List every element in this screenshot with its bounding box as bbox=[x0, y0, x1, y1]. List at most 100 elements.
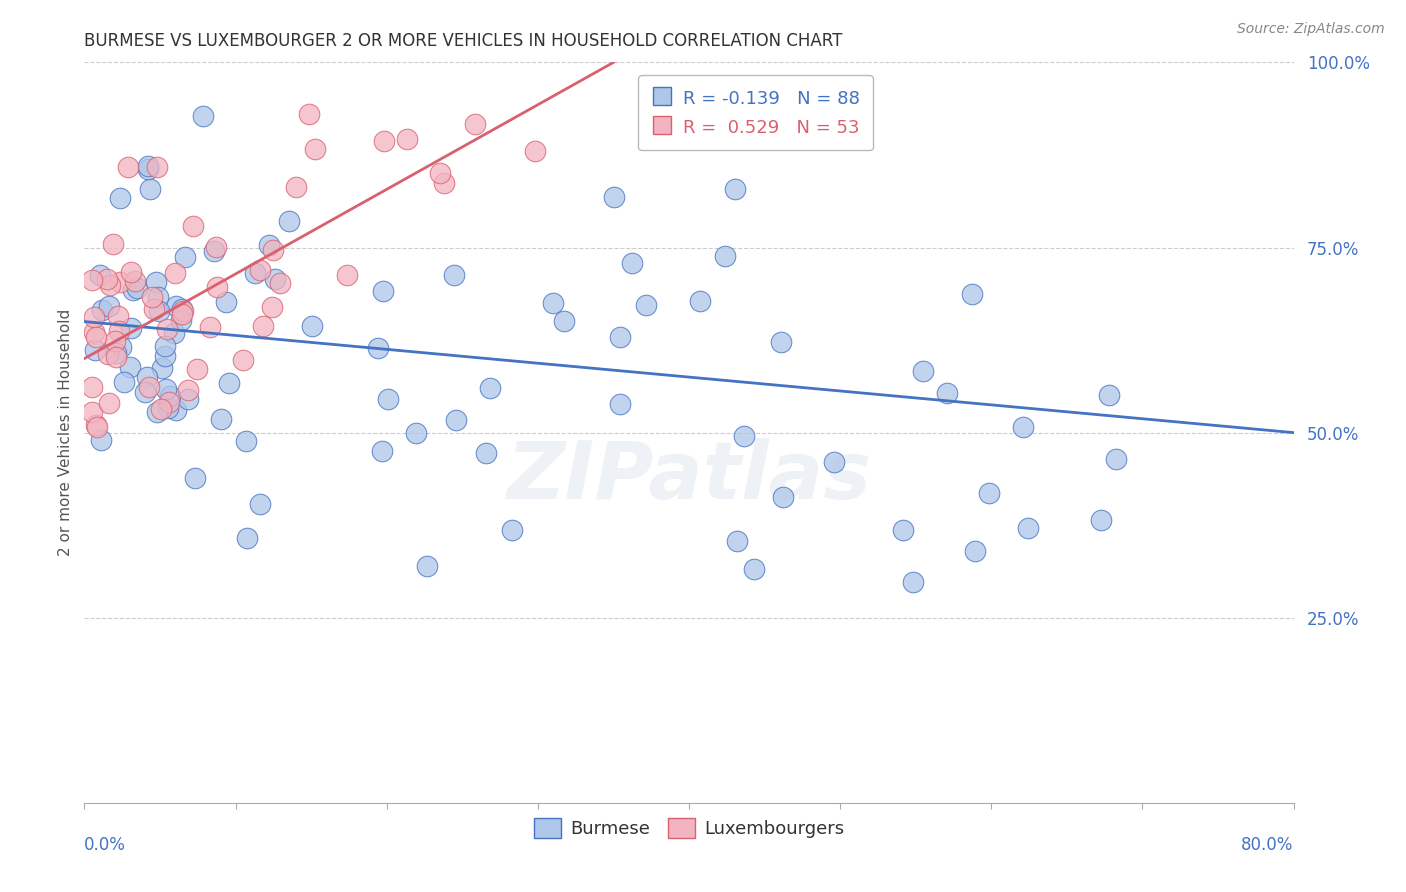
Point bbox=[183, 471, 205, 485]
Point bbox=[936, 386, 959, 401]
Point bbox=[162, 326, 184, 340]
Point bbox=[170, 313, 193, 327]
Point bbox=[304, 142, 326, 156]
Point bbox=[157, 401, 180, 415]
Point bbox=[90, 434, 112, 448]
Point bbox=[249, 263, 271, 277]
Point bbox=[218, 376, 240, 391]
Point bbox=[139, 182, 162, 196]
Point bbox=[770, 334, 793, 349]
Point bbox=[181, 219, 204, 233]
Point bbox=[136, 162, 159, 177]
Point bbox=[145, 405, 167, 419]
Point bbox=[110, 340, 132, 354]
Point bbox=[395, 131, 418, 145]
Point bbox=[118, 359, 141, 374]
Point bbox=[901, 575, 924, 590]
Point bbox=[742, 562, 765, 576]
Point bbox=[80, 273, 103, 287]
Point bbox=[501, 523, 523, 537]
Point bbox=[174, 250, 197, 264]
Point bbox=[1098, 388, 1121, 402]
Point bbox=[108, 191, 131, 205]
Point bbox=[963, 544, 986, 558]
Point bbox=[405, 426, 427, 441]
Point bbox=[609, 329, 631, 343]
Point bbox=[104, 346, 127, 360]
Point bbox=[269, 277, 291, 291]
Point bbox=[205, 240, 228, 254]
Point bbox=[609, 397, 631, 411]
Point bbox=[371, 284, 394, 298]
Point bbox=[205, 280, 228, 294]
Point bbox=[443, 268, 465, 283]
Point bbox=[772, 490, 794, 504]
Point bbox=[84, 329, 107, 343]
Point bbox=[172, 304, 194, 318]
Point bbox=[202, 244, 225, 259]
Point bbox=[86, 420, 108, 434]
Point bbox=[156, 322, 179, 336]
Point bbox=[148, 290, 170, 304]
Point bbox=[371, 443, 394, 458]
Point bbox=[141, 291, 163, 305]
Point bbox=[155, 382, 177, 396]
Point bbox=[636, 297, 658, 311]
Point bbox=[120, 320, 142, 334]
Point bbox=[429, 166, 451, 180]
Point bbox=[620, 256, 643, 270]
Point bbox=[252, 318, 274, 333]
Point bbox=[108, 275, 131, 289]
Text: BURMESE VS LUXEMBOURGER 2 OR MORE VEHICLES IN HOUSEHOLD CORRELATION CHART: BURMESE VS LUXEMBOURGER 2 OR MORE VEHICL… bbox=[84, 32, 842, 50]
Point bbox=[163, 266, 186, 280]
Point bbox=[1011, 420, 1033, 434]
Point bbox=[83, 326, 105, 340]
Point bbox=[104, 350, 127, 364]
Point bbox=[235, 434, 257, 448]
Point bbox=[257, 238, 280, 252]
Point bbox=[1105, 452, 1128, 467]
Point bbox=[136, 160, 159, 174]
Point bbox=[117, 160, 139, 174]
Point bbox=[98, 277, 121, 292]
Point bbox=[373, 134, 395, 148]
Point bbox=[260, 301, 283, 315]
Point bbox=[298, 106, 321, 120]
Y-axis label: 2 or more Vehicles in Household: 2 or more Vehicles in Household bbox=[58, 309, 73, 557]
Point bbox=[84, 417, 107, 432]
Point bbox=[98, 396, 121, 410]
Point bbox=[433, 176, 456, 190]
Point bbox=[245, 266, 267, 280]
Point bbox=[120, 265, 142, 279]
Point bbox=[891, 524, 914, 538]
Point bbox=[104, 334, 127, 348]
Point bbox=[249, 497, 271, 511]
Point bbox=[145, 275, 167, 289]
Point bbox=[262, 244, 284, 258]
Point bbox=[474, 446, 496, 460]
Point bbox=[602, 190, 624, 204]
Point bbox=[157, 394, 180, 409]
Point bbox=[165, 403, 187, 417]
Point bbox=[103, 237, 125, 252]
Point bbox=[377, 392, 399, 406]
Point bbox=[122, 283, 145, 297]
Point bbox=[82, 405, 104, 419]
Point bbox=[962, 287, 984, 301]
Point bbox=[107, 324, 129, 338]
Point bbox=[127, 281, 149, 295]
Point bbox=[83, 310, 105, 324]
Point bbox=[136, 370, 159, 384]
Point bbox=[264, 272, 287, 286]
Point bbox=[725, 534, 748, 549]
Point bbox=[277, 214, 299, 228]
Point bbox=[232, 353, 254, 368]
Point bbox=[134, 384, 156, 399]
Point bbox=[724, 182, 747, 196]
Point bbox=[733, 429, 755, 443]
Point bbox=[148, 303, 170, 318]
Point bbox=[714, 249, 737, 263]
Point bbox=[138, 380, 160, 394]
Point bbox=[367, 341, 389, 355]
Point bbox=[416, 559, 439, 574]
